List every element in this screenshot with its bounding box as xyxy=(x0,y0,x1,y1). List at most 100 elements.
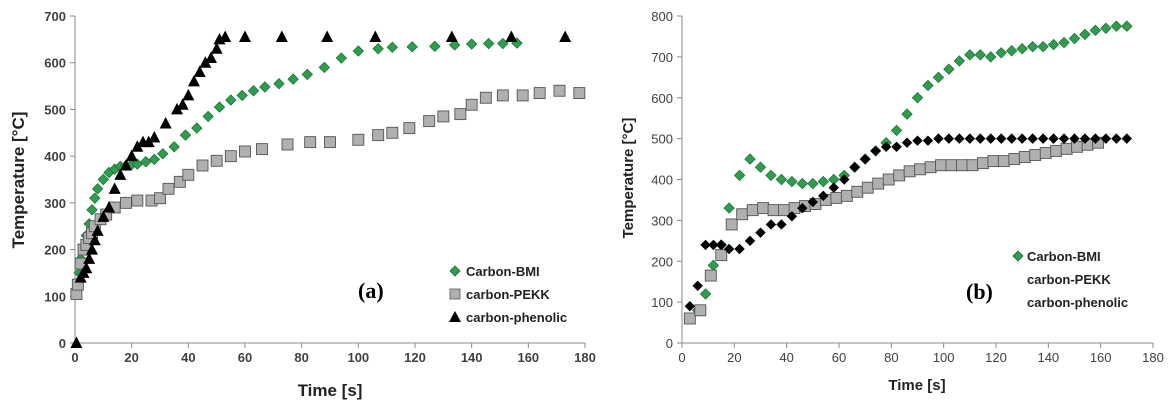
y-tick-label: 200 xyxy=(44,243,66,258)
carbon-bmi-point xyxy=(86,204,98,216)
carbon-bmi-point xyxy=(1079,28,1091,41)
carbon-bmi-point xyxy=(932,71,945,84)
y-tick-label: 600 xyxy=(44,56,66,71)
carbon-pekk-point xyxy=(966,159,979,172)
carbon-pekk-point xyxy=(324,136,336,149)
carbon-pekk-point xyxy=(903,165,916,178)
carbon-phenolic-point xyxy=(1121,133,1133,144)
carbon-bmi-point xyxy=(796,177,809,190)
carbon-phenolic-point xyxy=(369,30,382,43)
carbon-bmi-point xyxy=(943,63,955,75)
carbon-pekk-point xyxy=(736,208,749,221)
panel-b-marks xyxy=(683,20,1133,325)
carbon-phenolic-point xyxy=(142,135,155,148)
carbon-phenolic-point xyxy=(91,224,104,236)
carbon-pekk-point xyxy=(573,87,586,100)
y-tick-label: 200 xyxy=(651,254,673,269)
carbon-bmi-point xyxy=(817,175,829,188)
y-tick-label: 600 xyxy=(651,91,673,106)
x-tick-label: 20 xyxy=(727,350,741,365)
carbon-bmi-point xyxy=(318,61,331,74)
panel-b-legend-label-3: carbon-phenolic xyxy=(1027,295,1128,310)
panel-b-legend-label-2: carbon-PEKK xyxy=(1027,272,1111,287)
carbon-phenolic-point xyxy=(97,210,110,222)
carbon-bmi-point xyxy=(744,153,756,165)
x-tick-label: 180 xyxy=(574,350,596,365)
carbon-pekk-point xyxy=(1039,146,1052,159)
carbon-bmi-point xyxy=(1037,40,1049,53)
carbon-pekk-point xyxy=(757,202,770,215)
carbon-bmi-point xyxy=(168,141,180,153)
x-tick-label: 180 xyxy=(1142,350,1164,365)
panel-b-xlabel: Time [s] xyxy=(888,377,945,394)
panel-a-marks xyxy=(70,30,586,348)
carbon-phenolic-point xyxy=(445,30,458,43)
x-tick-label: 60 xyxy=(238,350,252,365)
carbon-phenolic-point xyxy=(199,56,212,68)
carbon-phenolic-point xyxy=(755,227,766,238)
carbon-bmi-point xyxy=(1089,24,1102,37)
carbon-bmi-point xyxy=(148,153,161,166)
carbon-bmi-point xyxy=(985,51,997,63)
x-tick-label: 0 xyxy=(71,350,78,365)
carbon-phenolic-point xyxy=(975,133,986,144)
carbon-pekk-point xyxy=(861,181,874,194)
carbon-pekk-point xyxy=(496,89,509,102)
carbon-phenolic-point xyxy=(114,168,127,180)
carbon-phenolic-point xyxy=(1048,133,1059,144)
x-tick-label: 60 xyxy=(832,350,846,365)
carbon-pekk-point xyxy=(956,159,968,172)
carbon-pekk-point xyxy=(1050,144,1063,157)
carbon-phenolic-point xyxy=(275,30,288,43)
carbon-phenolic-point xyxy=(985,133,996,144)
carbon-phenolic-point xyxy=(103,201,115,213)
x-tick-label: 160 xyxy=(1090,350,1112,365)
carbon-bmi-point xyxy=(482,37,495,50)
carbon-phenolic-point xyxy=(1037,133,1049,144)
carbon-pekk-point xyxy=(533,87,546,100)
carbon-bmi-point xyxy=(179,129,192,141)
carbon-bmi-point xyxy=(247,85,260,97)
carbon-phenolic-point xyxy=(321,30,334,43)
carbon-bmi-point xyxy=(225,94,237,106)
carbon-pekk-point xyxy=(437,110,450,123)
carbon-pekk-point xyxy=(715,249,728,262)
carbon-bmi-point xyxy=(97,173,110,186)
carbon-phenolic-point xyxy=(744,235,756,247)
carbon-bmi-point xyxy=(1047,38,1060,51)
carbon-pekk-point xyxy=(372,129,385,142)
carbon-phenolic-point xyxy=(205,51,217,64)
carbon-bmi-point xyxy=(335,52,348,64)
carbon-bmi-point xyxy=(922,79,934,92)
carbon-bmi-point xyxy=(733,169,746,182)
carbon-phenolic-point xyxy=(1027,133,1038,144)
x-tick-label: 40 xyxy=(779,350,793,365)
panel-a-label: (a) xyxy=(358,278,384,303)
x-tick-label: 0 xyxy=(678,350,685,365)
carbon-phenolic-point xyxy=(182,88,195,101)
carbon-pekk-point xyxy=(423,115,436,128)
carbon-pekk-point xyxy=(304,136,317,149)
carbon-bmi-point xyxy=(287,73,299,85)
carbon-phenolic-point xyxy=(996,133,1007,144)
carbon-bmi-point xyxy=(723,202,735,214)
carbon-pekk-point xyxy=(1018,151,1031,163)
carbon-phenolic-point xyxy=(148,130,161,143)
carbon-bmi-point xyxy=(1068,32,1081,45)
carbon-bmi-point xyxy=(259,81,271,93)
y-tick-label: 100 xyxy=(44,289,66,304)
carbon-phenolic-point xyxy=(765,219,777,230)
carbon-bmi-point xyxy=(1121,20,1133,32)
x-tick-label: 80 xyxy=(884,350,898,365)
panel-a-ylabel: Temperature [°C] xyxy=(9,112,28,249)
carbon-pekk-point xyxy=(987,155,1000,168)
carbon-bmi-point xyxy=(429,40,441,53)
carbon-pekk-point xyxy=(893,169,906,182)
carbon-pekk-point xyxy=(162,182,175,195)
panel-b: 0 20 40 60 80 100 120 140 160 180 0 100 200 300 400 500… xyxy=(620,9,1164,394)
carbon-pekk-point xyxy=(553,84,566,97)
carbon-pekk-point xyxy=(924,161,937,174)
y-tick-label: 400 xyxy=(44,149,66,164)
panel-b-ylabel: Temperature [°C] xyxy=(620,118,637,239)
